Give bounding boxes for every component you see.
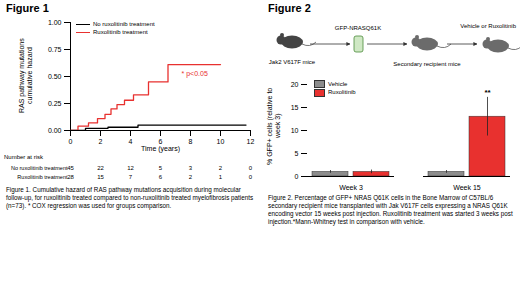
html-text:No ruxolitinib treatment: No ruxolitinib treatment [93, 21, 155, 27]
svg-text:10: 10 [217, 138, 225, 145]
svg-text:0: 0 [295, 173, 299, 180]
svg-text:6: 6 [158, 138, 163, 146]
svg-text:12: 12 [127, 165, 134, 171]
svg-text:5: 5 [159, 165, 163, 171]
svg-text:2: 2 [189, 174, 193, 180]
svg-text:1.00: 1.00 [48, 19, 62, 26]
svg-text:28: 28 [67, 174, 74, 180]
svg-text:0.25: 0.25 [48, 100, 62, 107]
svg-text:1: 1 [219, 174, 223, 180]
html-text:Vehicle: Vehicle [328, 81, 348, 87]
svg-text:8: 8 [189, 138, 193, 145]
svg-text:* p<0.05: * p<0.05 [182, 70, 208, 78]
svg-text:0.75: 0.75 [48, 46, 62, 53]
svg-text:2: 2 [219, 165, 223, 171]
svg-text:0.50: 0.50 [48, 73, 62, 80]
svg-text:4: 4 [129, 138, 133, 145]
svg-text:**: ** [484, 88, 491, 97]
html-text:% GFP+ cells (relative to week: % GFP+ cells (relative to week 3) [266, 87, 281, 165]
svg-text:5: 5 [295, 150, 299, 157]
html-text:Number at risk: Number at risk [4, 154, 43, 160]
html-text:RAS pathway mutations cumulati: RAS pathway mutations cumulative hazard [18, 38, 33, 114]
svg-text:15: 15 [291, 104, 299, 111]
html-text:Ruxolitinib treatment: Ruxolitinib treatment [93, 29, 148, 36]
html-text:Figure 1: Figure 1 [6, 2, 49, 14]
svg-text:Week 3: Week 3 [339, 184, 363, 191]
svg-text:Time (years): Time (years) [141, 145, 180, 153]
html-text:Figure 2: Figure 2 [268, 2, 311, 14]
svg-text:10: 10 [291, 127, 299, 134]
svg-text:GFP-NRASQ61K: GFP-NRASQ61K [335, 25, 381, 31]
svg-text:20: 20 [291, 81, 299, 88]
svg-text:2: 2 [99, 138, 103, 145]
svg-text:Jak2 V617F mice: Jak2 V617F mice [269, 59, 316, 65]
svg-text:0: 0 [249, 174, 253, 180]
svg-text:0: 0 [249, 165, 253, 171]
svg-text:0: 0 [69, 138, 73, 145]
svg-text:45: 45 [67, 165, 74, 171]
svg-text:7: 7 [129, 174, 133, 180]
svg-text:6: 6 [159, 174, 163, 180]
svg-text:Vehicle or Ruxolitinib: Vehicle or Ruxolitinib [460, 23, 516, 29]
svg-text:Week 15: Week 15 [453, 184, 481, 191]
svg-text:No ruxolitinib treatment: No ruxolitinib treatment [11, 165, 68, 171]
svg-text:Ruxolitinib treatment: Ruxolitinib treatment [17, 174, 68, 180]
svg-text:0.00: 0.00 [48, 127, 62, 134]
svg-text:12: 12 [247, 138, 255, 145]
svg-text:22: 22 [97, 165, 104, 171]
html-text:Figure 2. Percentage of GFP+ N: Figure 2. Percentage of GFP+ NRAS Q61K c… [268, 194, 513, 225]
svg-text:3: 3 [189, 165, 193, 171]
svg-text:15: 15 [97, 174, 104, 180]
html-text:Figure 1. Cumulative hazard of: Figure 1. Cumulative hazard of RAS pathw… [6, 186, 254, 209]
svg-text:Secondary recipient mice: Secondary recipient mice [393, 61, 461, 67]
html-text:Ruxolitinib: Ruxolitinib [328, 89, 356, 96]
